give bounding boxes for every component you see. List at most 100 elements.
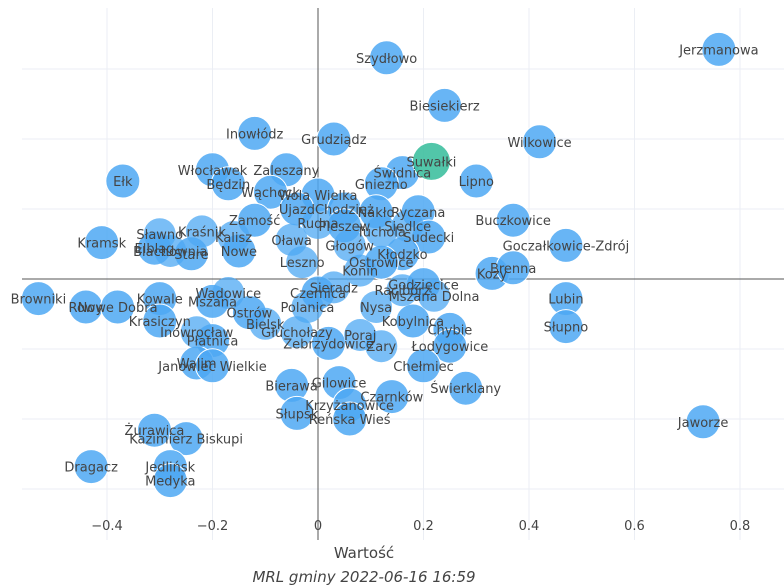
data-point [386,274,419,307]
point-label: Biesiekierz [409,99,479,114]
data-point [152,463,188,499]
point-label: Kłodzko [377,248,427,263]
point-label: Kraśnik [178,225,226,240]
data-point [279,395,315,431]
point-label: Goczałkowice-Zdrój [503,239,630,254]
x-axis-title: Wartość [334,544,394,562]
highlighted-point-label: Suwałki [406,155,456,170]
data-point [522,124,558,160]
point-label: Czarnków [360,391,423,406]
point-label: Chełmiec [393,360,453,375]
data-point [291,291,324,323]
point-label: Walim [177,357,217,372]
point-label: Zaleszany [253,164,319,179]
point-label: Gilowice [312,377,367,392]
point-label: Kramsk [77,237,126,252]
point-label: Świdnica [374,166,432,182]
point-label: Głogów [325,239,374,254]
point-label: Szydłowo [356,52,417,67]
point-label: Będzin [206,178,250,193]
point-label: Medyka [145,475,195,490]
data-point [100,289,136,325]
data-point [185,215,218,248]
point-label: Rowy [69,301,104,316]
data-point [237,115,273,151]
point-label: Łodygowice [410,340,488,355]
data-point [253,174,289,210]
data-point [333,229,366,262]
point-label: Brenna [490,262,536,277]
data-point [495,202,531,238]
axes [22,8,784,540]
data-point [195,348,230,384]
x-tick-label: −0.4 [91,519,123,534]
data-point [360,291,393,323]
x-tick-label: 0.8 [730,519,751,534]
data-point [406,348,441,384]
data-point [73,449,109,485]
data-point [217,221,250,253]
point-label: Kozy [477,267,508,282]
point-label: Buczkowice [475,214,551,229]
point-label: Jedlińsk [144,461,195,476]
point-label: Poraj [344,329,376,344]
point-label: Jerzmanowa [678,43,758,58]
point-label: Kazimierz Biskupi [129,433,243,448]
data-point [448,370,484,406]
point-label: Mszana Dolna [389,290,480,305]
data-point [548,227,584,263]
point-label: Chybie [427,323,472,338]
point-label: Słupno [544,321,589,336]
point-label: Ostrowice [349,256,414,271]
point-label: Ełk [113,175,133,190]
point-label: Wola Wielka [279,189,358,204]
point-label: Bielsk [246,318,285,333]
point-label: Blachownia [133,245,207,260]
point-label: Świerklany [430,381,501,397]
point-label: Żary [366,339,396,355]
point-labels: Jerzmanowa Szydłowo Biesiekierz Inowłódz Gru… [11,43,759,489]
point-label: Sieradz [310,281,358,296]
point-label: Kalisz [215,231,252,246]
data-point [391,209,424,242]
data-point [249,307,282,340]
x-tick-label: 0.4 [519,519,540,534]
highlighted-point [411,141,451,181]
data-point [418,279,451,312]
point-label: Grudziądz [301,133,367,148]
point-label: Wąchock [241,186,300,201]
data-point [701,31,737,67]
data-point [280,316,313,349]
point-label: Sudecki [403,231,454,246]
data-point [365,215,398,248]
x-tick-labels: −0.4 −0.2 0 0.2 0.4 0.6 0.8 [91,519,750,534]
point-label: Włocławek [178,164,248,179]
gridlines [22,8,784,540]
point-label: Reńska Wieś [309,413,391,428]
point-label: Krzyżanowice [305,399,394,414]
point-label: Pleszew [319,220,371,235]
point-label: Ryczana [391,206,445,221]
point-label: Nysa [360,301,392,316]
point-label: Zebrzydowice [283,337,374,352]
point-label: Konin [342,265,378,280]
data-point [427,87,463,123]
point-label: Krasiczyn [129,315,191,330]
point-label: Lipno [459,175,494,190]
point-label: Siedlce [384,220,431,235]
x-tick-label: −0.2 [197,519,229,534]
data-point [212,277,245,309]
point-label: Elbląg [135,242,175,257]
data-point [332,401,368,437]
point-label: Leszno [280,256,325,271]
point-label: Gniezno [355,178,408,193]
x-tick-label: 0.6 [624,519,645,534]
point-label: Jaworze [677,416,729,431]
point-label: Nowe Dobra [78,301,158,316]
point-label: Racibórz [374,284,430,299]
point-label: Browniki [11,293,67,308]
data-point [84,225,120,261]
data-point [302,207,334,239]
point-label: Nowe [221,245,257,260]
